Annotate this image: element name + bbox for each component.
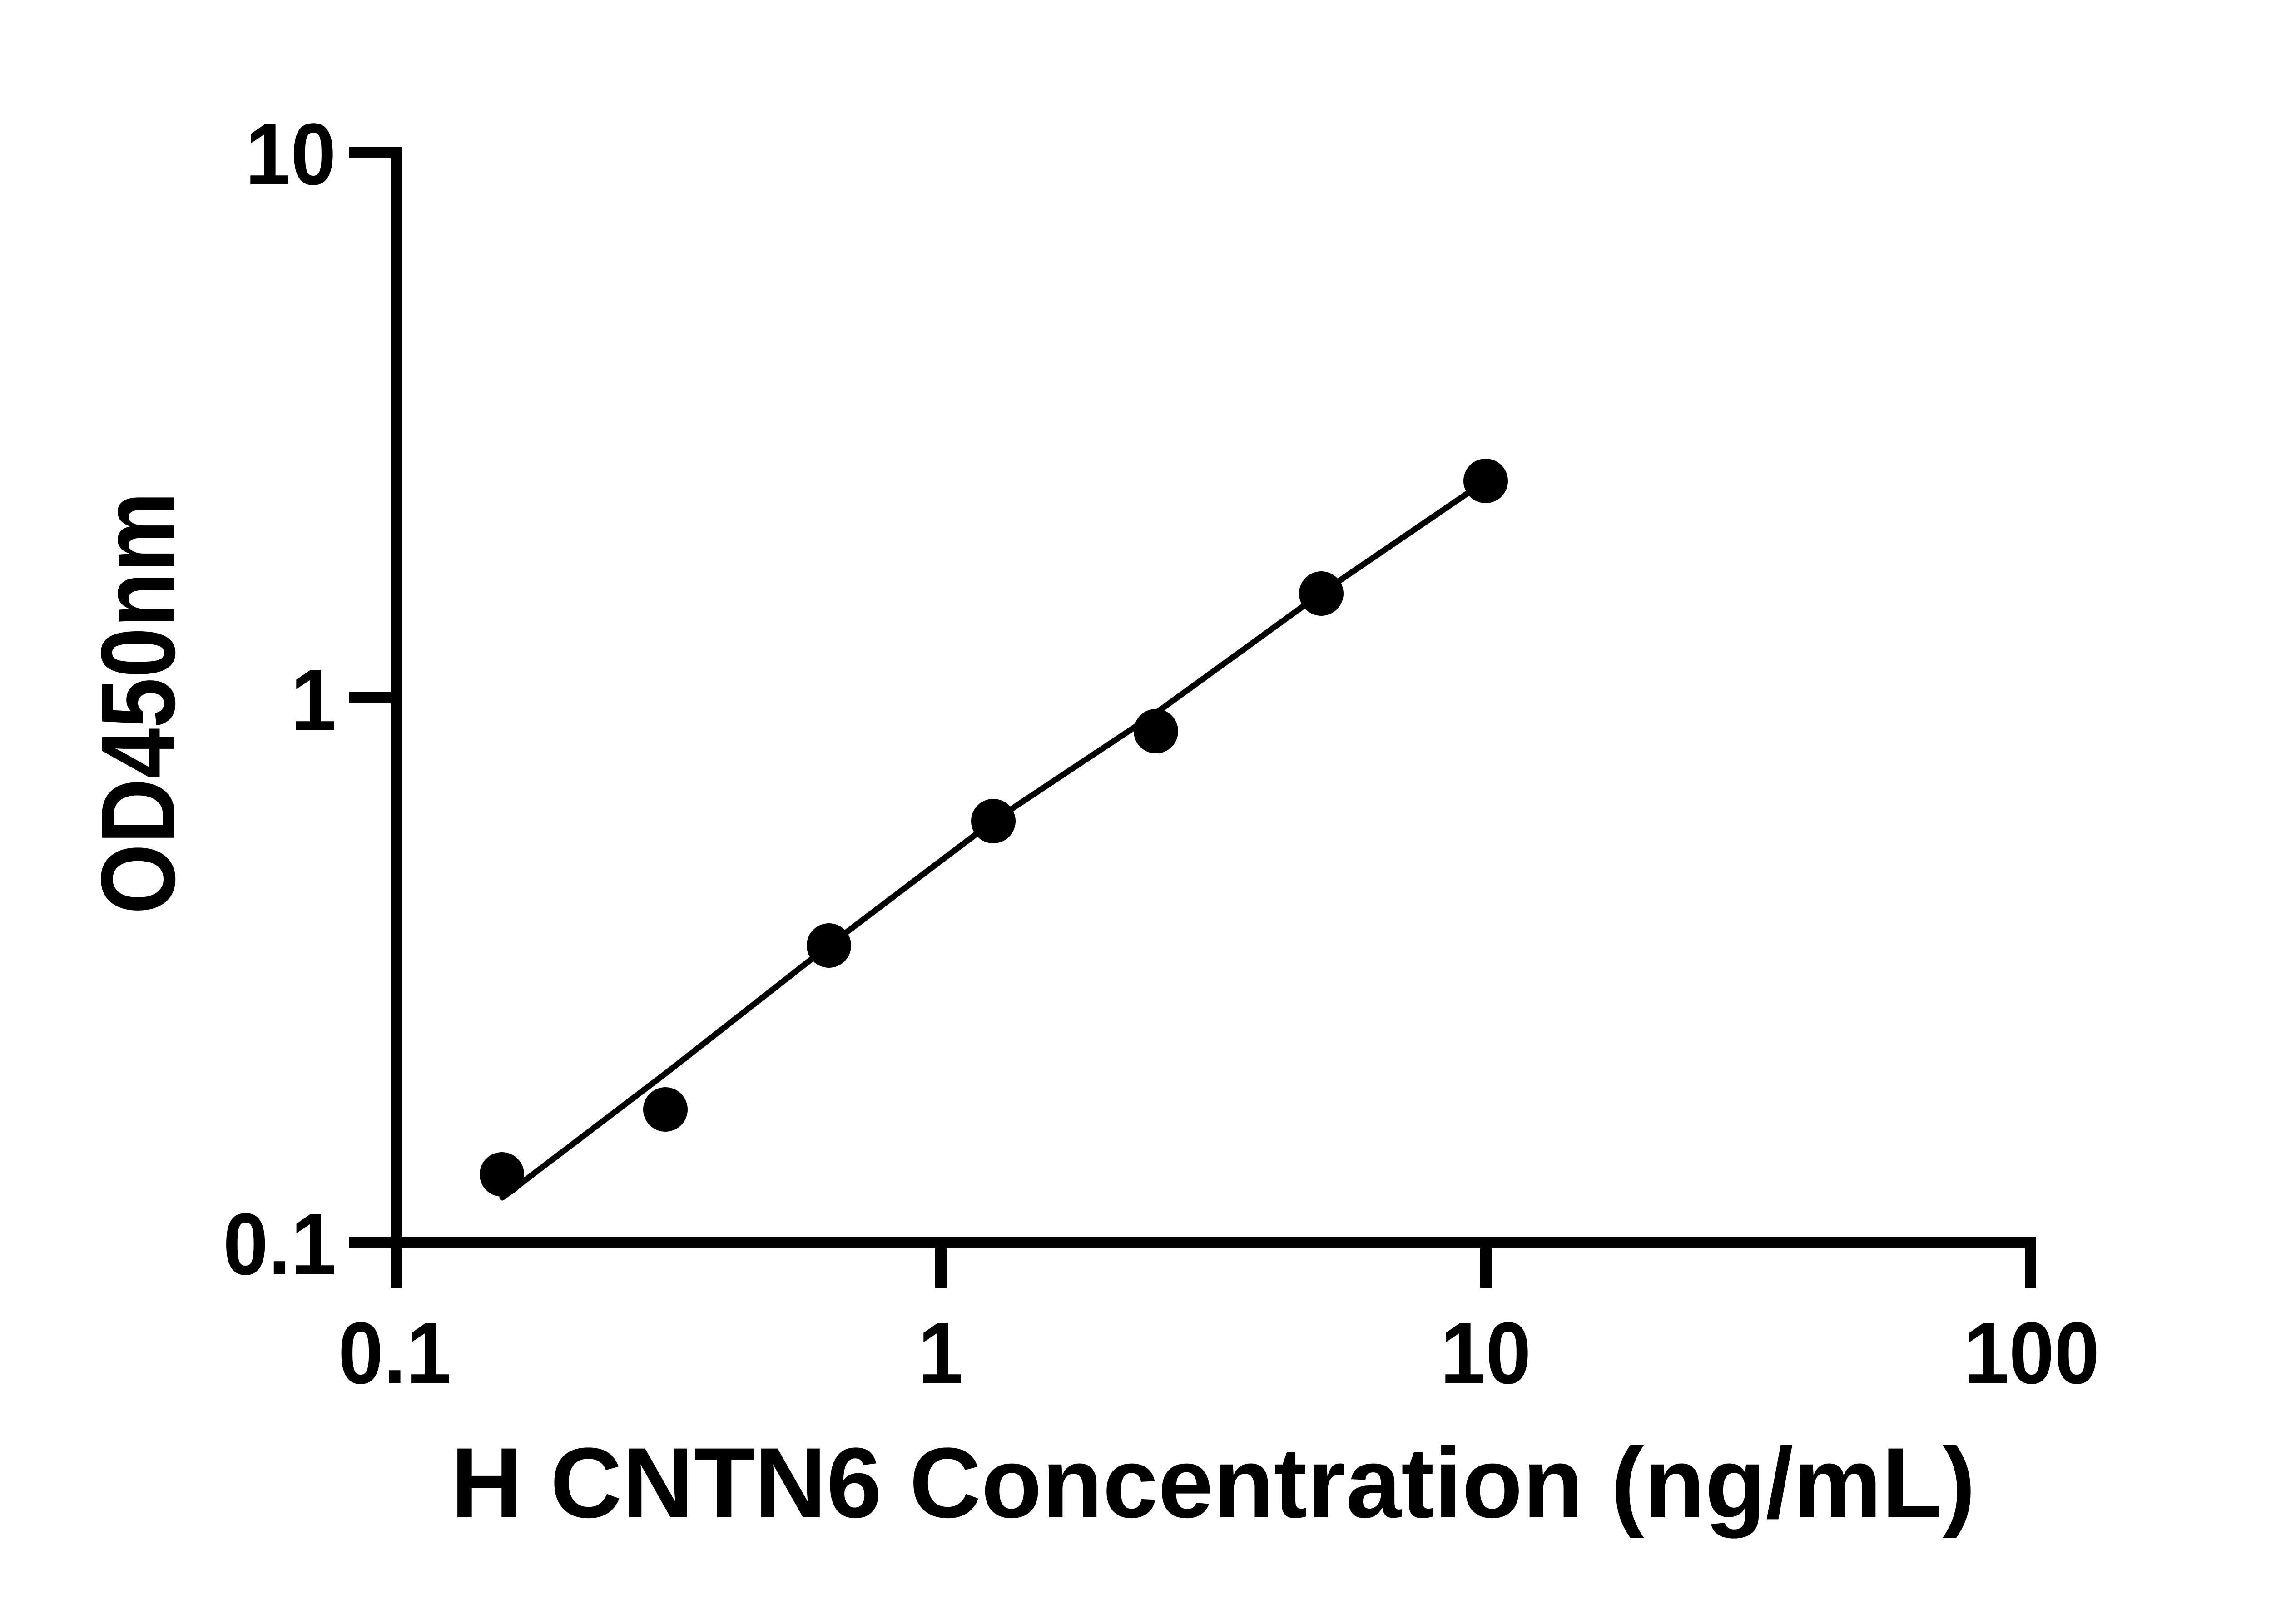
svg-text:10: 10 xyxy=(1440,1304,1531,1402)
svg-text:10: 10 xyxy=(245,105,336,203)
svg-text:H CNTN6 Concentration (ng/mL): H CNTN6 Concentration (ng/mL) xyxy=(451,1427,1976,1539)
svg-text:0.1: 0.1 xyxy=(223,1195,336,1293)
svg-text:1: 1 xyxy=(291,651,336,749)
svg-text:0.1: 0.1 xyxy=(338,1304,451,1402)
svg-text:1: 1 xyxy=(918,1304,963,1402)
svg-text:OD450nm: OD450nm xyxy=(79,492,197,914)
svg-text:100: 100 xyxy=(1964,1304,2100,1402)
